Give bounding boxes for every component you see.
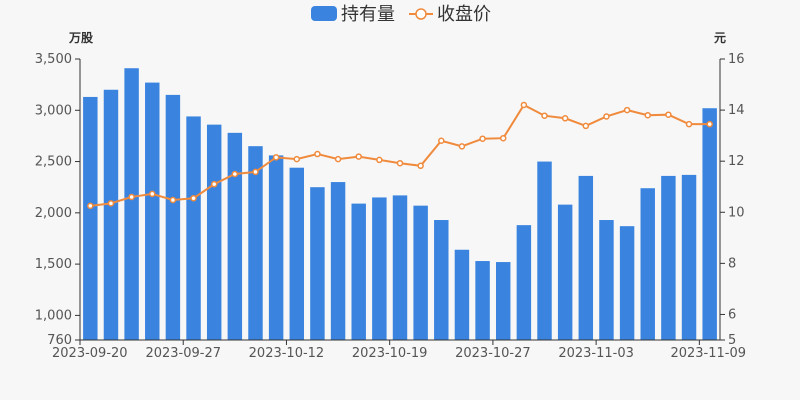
y-left-tick-label: 760 [47,333,72,348]
line-point[interactable] [190,194,197,202]
bar[interactable] [186,116,201,340]
line-point[interactable] [231,170,239,178]
line-point[interactable] [458,143,466,150]
y-left-tick-label: 2,000 [35,206,72,221]
y-right-tick-label: 8 [728,256,736,271]
line-point[interactable] [665,111,672,118]
bar[interactable] [392,195,408,340]
legend-item-holdings[interactable]: 持有量 [311,4,395,25]
y-right-unit-label: 元 [714,31,726,45]
bar[interactable] [599,220,614,340]
y-left-unit-label: 万股 [68,30,94,45]
line-point[interactable] [252,168,259,176]
legend-swatch-holdings [311,6,337,21]
x-tick-label: 2023-10-12 [249,346,325,361]
y-left-tick-label: 3,000 [35,103,72,118]
y-right-tick-label: 14 [728,103,745,118]
line-point[interactable] [376,156,383,164]
bar[interactable] [165,94,181,340]
bar[interactable] [454,249,470,340]
bar[interactable] [702,108,717,340]
line-point[interactable] [169,196,177,204]
bar[interactable] [124,68,139,341]
bar[interactable] [475,261,490,340]
bar[interactable] [289,167,304,340]
x-tick-label: 2023-10-19 [352,346,428,361]
line-point[interactable] [561,115,569,122]
line-point[interactable] [396,159,404,167]
line-point[interactable] [128,193,135,201]
bar[interactable] [351,203,366,340]
x-tick-label: 2023-10-27 [455,346,531,361]
y-right-tick-label: 5 [728,333,736,348]
legend-label-close-price: 收盘价 [437,4,491,25]
line-series-close-price [87,101,713,210]
bar[interactable] [227,132,243,340]
legend-item-close-price[interactable]: 收盘价 [409,4,491,25]
x-tick-label: 2023-11-09 [670,346,746,361]
bar[interactable] [413,205,428,340]
bar[interactable] [537,161,552,340]
line-point[interactable] [107,200,115,207]
bar[interactable] [268,155,284,340]
bar[interactable] [206,124,222,340]
x-tick-label: 2023-09-27 [145,346,221,361]
bar[interactable] [310,187,325,340]
y-left-tick-label: 1,500 [35,257,72,272]
line-point[interactable] [149,190,156,198]
bar[interactable] [578,175,594,340]
legend-swatch-close-marker [415,8,427,20]
axes: 760 1,000 1,500 2,000 2,500 3,000 3,500 5 6 8 10 12… [35,52,746,361]
x-tick-label: 2023-09-20 [52,346,128,361]
bar[interactable] [496,262,511,340]
bar[interactable] [681,174,697,340]
y-right-tick-label: 12 [728,154,745,169]
close-price-line [90,103,710,207]
y-right-tick-label: 16 [728,52,745,67]
legend[interactable]: 持有量 收盘价 [311,4,491,25]
bar[interactable] [103,89,119,341]
line-point[interactable] [685,120,693,128]
bar[interactable] [372,197,387,340]
bar-series-holdings [83,68,717,341]
line-point[interactable] [293,155,301,163]
bar[interactable] [557,204,573,340]
bar[interactable] [145,82,160,341]
bar[interactable] [640,188,655,340]
bar[interactable] [516,225,532,340]
bar[interactable] [619,226,635,340]
bar[interactable] [83,96,98,341]
line-point[interactable] [603,113,610,120]
y-left-tick-label: 2,500 [35,155,72,170]
bar[interactable] [661,175,676,340]
line-point[interactable] [272,154,280,161]
line-point[interactable] [582,122,590,130]
line-point[interactable] [417,162,424,170]
line-point[interactable] [334,155,342,163]
y-left-tick-label: 1,000 [35,308,72,323]
line-point[interactable] [644,111,651,119]
line-point[interactable] [520,101,528,109]
line-point[interactable] [541,112,548,119]
line-point[interactable] [210,180,218,188]
y-left-tick-label: 3,500 [35,52,72,67]
line-point[interactable] [438,137,445,144]
line-point[interactable] [623,106,631,114]
y-right-tick-label: 6 [728,307,736,322]
line-point[interactable] [479,135,486,142]
bar[interactable] [330,182,346,340]
line-point[interactable] [355,153,362,160]
x-tick-label: 2023-11-03 [558,346,634,361]
line-point[interactable] [706,120,713,128]
line-point[interactable] [314,150,321,158]
bar[interactable] [248,146,263,340]
line-point[interactable] [87,202,94,210]
y-right-tick-label: 10 [728,205,745,220]
line-point[interactable] [499,134,507,142]
legend-label-holdings: 持有量 [341,4,395,25]
bar[interactable] [434,220,449,340]
